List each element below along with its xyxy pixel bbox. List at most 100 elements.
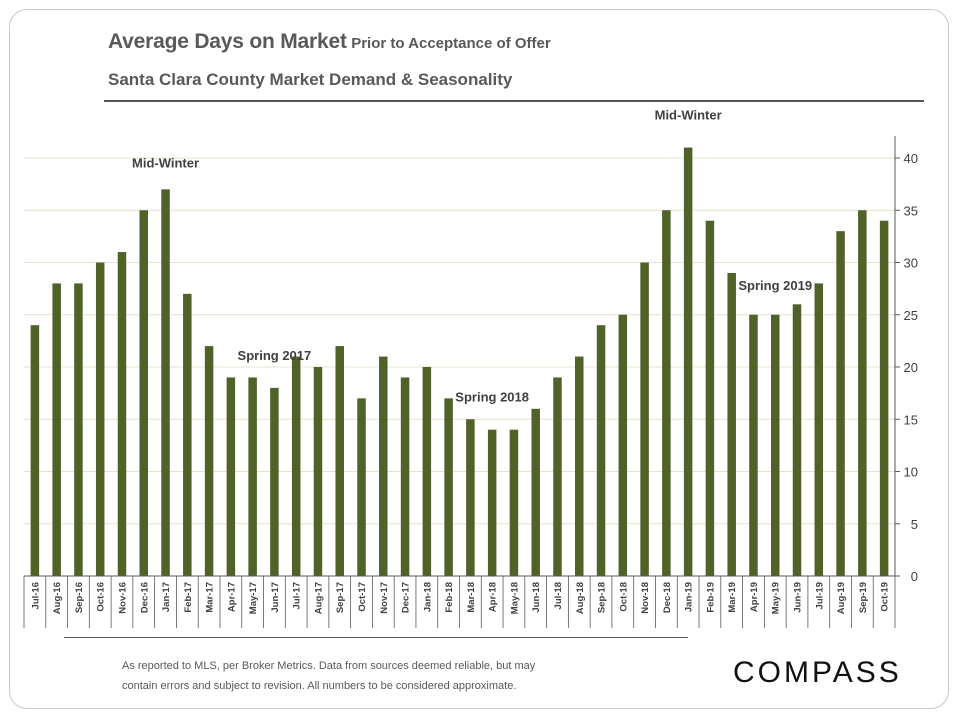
chart-title: Average Days on Market — [108, 30, 347, 53]
x-tick-label: Sep-17 — [335, 582, 346, 613]
y-tick-label: 20 — [904, 360, 918, 375]
gridlines — [24, 157, 895, 525]
chart-subtitle: Santa Clara County Market Demand & Seaso… — [108, 70, 513, 89]
bar — [183, 293, 192, 576]
x-tick-label: Feb-18 — [444, 582, 455, 613]
x-tick-label: Jun-18 — [531, 582, 542, 613]
source-footnote: As reported to MLS, per Broker Metrics. … — [122, 656, 642, 696]
x-tick-label: Mar-18 — [466, 582, 477, 613]
x-tick-label: Jan-18 — [422, 582, 433, 612]
bar — [575, 356, 584, 576]
y-tick-label: 5 — [911, 517, 918, 532]
x-tick-label: Dec-18 — [662, 582, 673, 613]
y-tick-label: 35 — [904, 203, 918, 218]
y-tick-label: 30 — [904, 256, 918, 271]
bar — [466, 419, 475, 576]
y-tick-label: 40 — [904, 151, 918, 166]
bar — [204, 346, 214, 576]
x-tick-label: Aug-18 — [575, 582, 586, 614]
bar — [727, 272, 736, 576]
y-tick-label: 15 — [904, 412, 918, 427]
x-tick-label: Oct-18 — [618, 582, 629, 612]
x-tick-label: Oct-16 — [96, 582, 107, 612]
x-tick-label: Nov-18 — [640, 582, 651, 614]
x-tick-label: Sep-16 — [74, 582, 85, 613]
bar — [531, 408, 540, 576]
x-tick-label: Jan-19 — [684, 582, 695, 612]
bar — [596, 325, 606, 576]
x-tick-label: Jun-17 — [270, 582, 281, 613]
bar — [291, 356, 301, 576]
y-tick-label: 25 — [904, 308, 918, 323]
bar — [95, 262, 105, 576]
bar — [770, 314, 780, 576]
bar — [444, 398, 453, 576]
x-tick-label: Apr-17 — [226, 582, 237, 612]
x-tick-label: Oct-17 — [357, 582, 368, 612]
bar — [422, 367, 432, 576]
bar — [836, 231, 845, 576]
footer-divider — [64, 637, 688, 638]
x-tick-label: Feb-17 — [183, 582, 194, 613]
bar — [52, 283, 61, 576]
x-tick-label: Feb-19 — [705, 582, 716, 613]
bar — [74, 283, 83, 576]
x-tick-label: Sep-18 — [597, 582, 608, 613]
bar — [879, 220, 889, 576]
bar — [379, 356, 388, 576]
x-tick-label: May-17 — [248, 582, 259, 614]
x-tick-label: Aug-19 — [836, 582, 847, 614]
annotation-label: Spring 2018 — [455, 390, 529, 405]
bar — [509, 429, 519, 576]
x-tick-label: Apr-18 — [488, 582, 499, 612]
bar — [248, 377, 257, 576]
bar — [814, 283, 824, 576]
bar — [858, 210, 867, 576]
x-tick-label: Dec-16 — [139, 582, 150, 613]
tick-labels: 0 5 10 15 20 25 30 35 40 Jul-16 Aug-16 Sep-16 Oct-16… — [30, 151, 918, 614]
x-tick-label: Dec-17 — [401, 582, 412, 613]
bar — [400, 377, 410, 576]
bar — [313, 367, 323, 576]
bar — [161, 189, 170, 576]
chart-title-suffix: Prior to Acceptance of Offer — [351, 35, 551, 52]
x-tick-label: Aug-16 — [52, 582, 63, 614]
x-tick-label: Apr-19 — [749, 582, 760, 612]
x-tick-label: Jul-19 — [814, 582, 825, 609]
bar — [705, 220, 715, 576]
bar — [226, 377, 236, 576]
bar — [662, 210, 671, 576]
x-tick-label: Mar-19 — [727, 582, 738, 613]
bar — [683, 147, 693, 577]
bar — [792, 304, 802, 576]
bar — [30, 325, 40, 576]
annotation-label: Mid-Winter — [132, 155, 199, 170]
x-tick-label: Jul-16 — [30, 582, 41, 609]
annotations: Mid-Winter Spring 2017 Spring 2018 Mid-Wint… — [132, 108, 812, 405]
x-tick-label: Aug-17 — [313, 582, 324, 614]
x-tick-label: Oct-19 — [880, 582, 891, 612]
compass-logo: COMPASS — [733, 656, 902, 689]
x-tick-label: Jul-17 — [292, 582, 303, 609]
x-tick-label: Sep-19 — [858, 582, 869, 613]
title-divider — [104, 100, 924, 102]
x-tick-label: Nov-17 — [379, 582, 390, 614]
annotation-label: Spring 2019 — [738, 278, 812, 293]
footnote-line-1: As reported to MLS, per Broker Metrics. … — [122, 660, 536, 672]
annotation-label: Mid-Winter — [655, 108, 722, 123]
y-tick-label: 10 — [904, 465, 918, 480]
bar — [139, 210, 149, 576]
y-tick-label: 0 — [911, 569, 918, 584]
footnote-line-2: contain errors and subject to revision. … — [122, 680, 517, 692]
bar — [117, 252, 127, 577]
x-tick-label: Jan-17 — [161, 582, 172, 612]
x-tick-label: May-18 — [509, 582, 520, 614]
annotation-label: Spring 2017 — [238, 348, 312, 363]
x-tick-label: Jul-18 — [553, 582, 564, 609]
x-tick-label: May-19 — [771, 582, 782, 614]
x-tick-label: Jun-19 — [793, 582, 804, 613]
x-tick-label: Nov-16 — [117, 582, 128, 614]
chart-title-block: Average Days on Market Prior to Acceptan… — [108, 30, 551, 54]
bar — [335, 346, 344, 576]
